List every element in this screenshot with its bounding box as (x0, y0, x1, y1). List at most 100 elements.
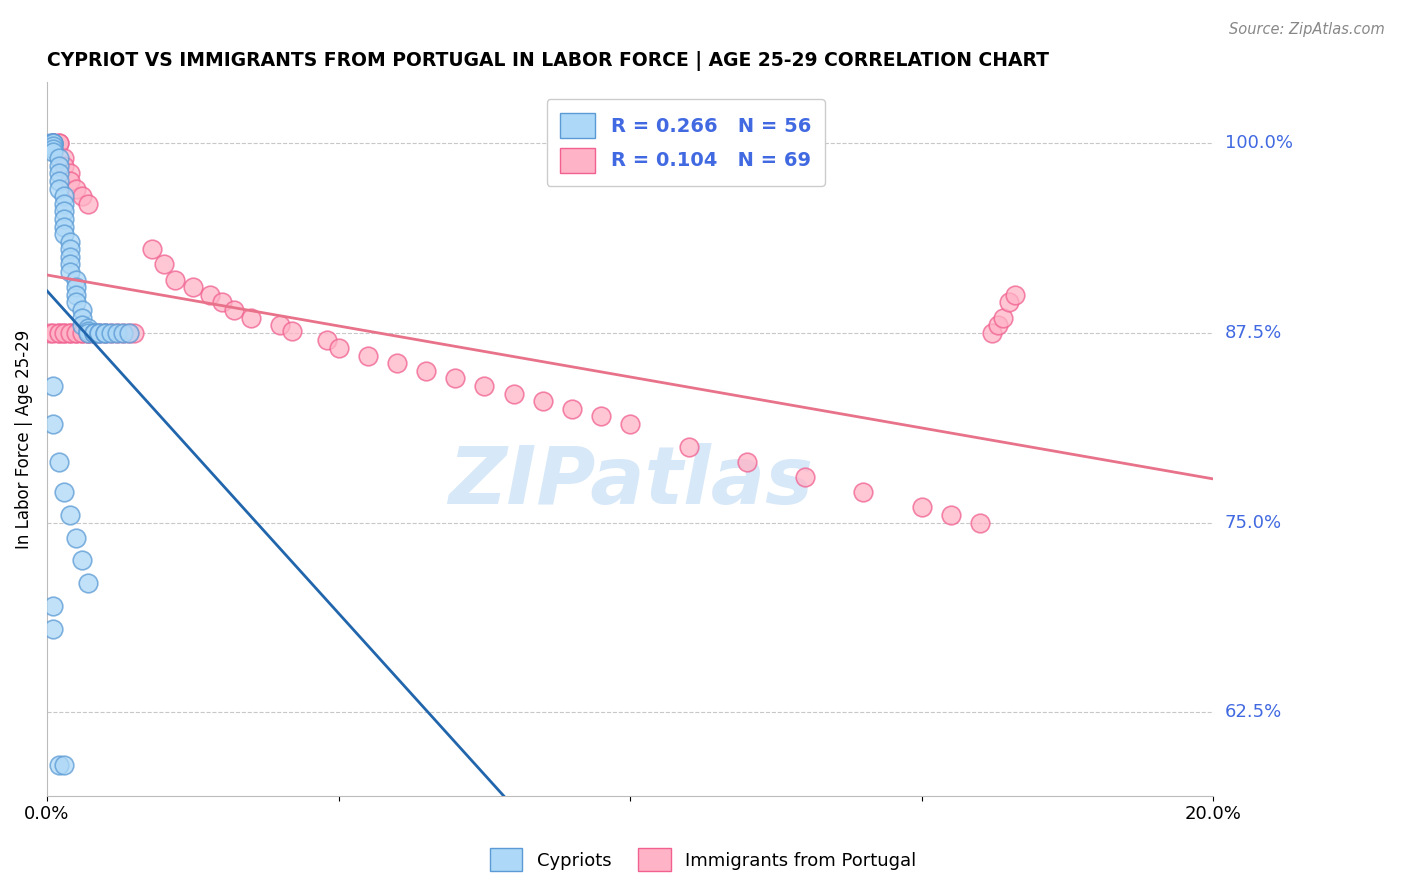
Point (65, 326, 87, 340)
Point (76, 324, 98, 338)
Point (41, 136, 63, 150)
Point (59, 243, 82, 257)
Point (794, 470, 817, 484)
Point (53, 758, 76, 772)
Point (969, 516, 991, 530)
Point (444, 371, 467, 385)
Point (89, 326, 111, 340)
Point (41, 136, 63, 150)
Point (852, 485, 875, 500)
Point (94, 326, 117, 340)
Point (41, 136, 63, 150)
Point (141, 243, 163, 257)
Point (993, 310, 1015, 325)
Point (328, 341, 350, 355)
Point (100, 326, 122, 340)
Point (41, 379, 63, 393)
Point (939, 508, 962, 522)
Point (200, 288, 222, 302)
Point (589, 409, 612, 424)
Y-axis label: In Labor Force | Age 25-29: In Labor Force | Age 25-29 (15, 329, 32, 549)
Point (83, 326, 105, 340)
Point (48, 166, 70, 180)
Point (41, 136, 63, 150)
Point (53, 211, 76, 226)
Point (53, 196, 76, 211)
Point (211, 295, 233, 310)
Point (531, 394, 554, 409)
Point (70, 318, 93, 333)
Point (502, 386, 524, 401)
Point (315, 334, 337, 348)
Point (269, 318, 291, 333)
Point (111, 326, 134, 340)
Point (117, 326, 139, 340)
Point (59, 166, 82, 180)
Point (70, 553, 93, 567)
Point (41, 145, 63, 160)
Point (65, 531, 87, 545)
Text: 100.0%: 100.0% (1225, 134, 1292, 152)
Point (240, 310, 263, 325)
Point (48, 136, 70, 150)
Point (89, 326, 111, 340)
Point (70, 189, 93, 203)
Point (357, 349, 380, 363)
Point (59, 258, 82, 272)
Point (111, 326, 134, 340)
Point (41, 139, 63, 153)
Point (415, 364, 437, 378)
Point (94, 326, 117, 340)
Point (385, 356, 408, 370)
Point (38, 136, 60, 150)
Point (76, 196, 98, 211)
Point (65, 181, 87, 195)
Point (70, 310, 93, 325)
Point (117, 326, 139, 340)
Point (53, 159, 76, 173)
Point (59, 235, 82, 249)
Point (53, 227, 76, 241)
Point (65, 280, 87, 294)
Point (561, 401, 583, 416)
Text: ZIPatlas: ZIPatlas (447, 442, 813, 521)
Point (65, 295, 87, 310)
Text: CYPRIOT VS IMMIGRANTS FROM PORTUGAL IN LABOR FORCE | AGE 25-29 CORRELATION CHART: CYPRIOT VS IMMIGRANTS FROM PORTUGAL IN L… (46, 51, 1049, 70)
Point (65, 273, 87, 287)
Point (38, 326, 60, 340)
Point (59, 508, 82, 522)
Point (222, 303, 245, 318)
Legend: R = 0.266   N = 56, R = 0.104   N = 69: R = 0.266 N = 56, R = 0.104 N = 69 (547, 99, 825, 186)
Point (41, 599, 63, 613)
Point (152, 258, 174, 272)
Point (83, 326, 105, 340)
Point (94, 326, 117, 340)
Point (59, 174, 82, 188)
Legend: Cypriots, Immigrants from Portugal: Cypriots, Immigrants from Portugal (482, 841, 924, 879)
Point (48, 181, 70, 195)
Point (76, 321, 98, 335)
Point (83, 326, 105, 340)
Point (678, 440, 700, 454)
Point (70, 326, 93, 340)
Point (987, 318, 1010, 333)
Point (48, 151, 70, 165)
Point (165, 273, 187, 287)
Point (59, 250, 82, 264)
Point (76, 576, 98, 591)
Point (53, 189, 76, 203)
Point (59, 326, 82, 340)
Point (53, 326, 76, 340)
Point (48, 174, 70, 188)
Point (59, 265, 82, 279)
Point (53, 219, 76, 234)
Point (70, 326, 93, 340)
Point (76, 326, 98, 340)
Point (89, 326, 111, 340)
Point (41, 136, 63, 150)
Point (59, 326, 82, 340)
Point (65, 288, 87, 302)
Point (65, 326, 87, 340)
Point (998, 295, 1021, 310)
Point (41, 622, 63, 636)
